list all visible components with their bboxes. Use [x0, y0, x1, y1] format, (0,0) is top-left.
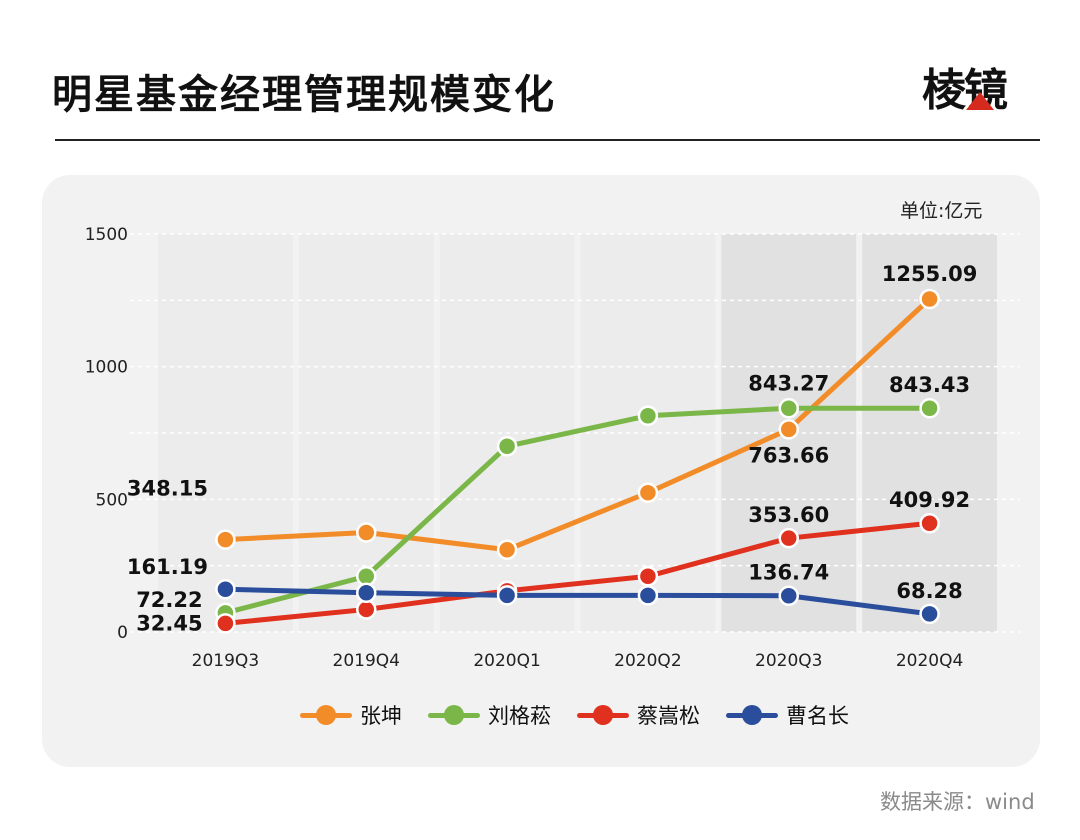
data-point-蔡嵩松 [215, 613, 236, 634]
data-label: 32.45 [136, 611, 202, 635]
series-line-刘格菘 [222, 405, 933, 616]
data-point-曹名长 [778, 585, 799, 606]
data-label: 763.66 [748, 443, 829, 467]
data-point-蔡嵩松 [778, 527, 799, 549]
legend-item: 蔡嵩松 [577, 700, 700, 730]
data-point-张坤 [778, 419, 799, 440]
data-point-曹名长 [356, 582, 377, 603]
data-label: 353.60 [748, 503, 829, 527]
data-label: 72.22 [136, 588, 202, 612]
y-tick-label: 500 [96, 490, 128, 510]
data-label: 409.92 [889, 488, 970, 512]
page-title: 明星基金经理管理规模变化 [52, 72, 556, 118]
data-point-蔡嵩松 [919, 512, 940, 534]
x-tick-label: 2019Q4 [333, 651, 400, 671]
data-point-刘格菘 [778, 398, 799, 419]
legend-label: 蔡嵩松 [637, 704, 700, 728]
title-divider [55, 139, 1040, 141]
legend-item: 张坤 [300, 700, 402, 730]
data-point-曹名长 [919, 603, 940, 625]
legend-label: 刘格菘 [488, 704, 551, 728]
brand-logo: 棱镜 [922, 52, 1032, 118]
legend-swatch [428, 705, 480, 725]
logo-triangle-icon [966, 92, 994, 110]
data-label: 843.27 [748, 371, 829, 395]
legend-swatch [577, 705, 629, 725]
legend-item: 刘格菘 [428, 700, 551, 730]
series-line-曹名长 [222, 586, 933, 617]
data-point-蔡嵩松 [356, 599, 377, 620]
x-tick-label: 2020Q4 [896, 651, 963, 671]
y-tick-label: 1500 [85, 225, 128, 245]
unit-label: 单位:亿元 [900, 200, 983, 222]
x-tick-label: 2019Q3 [192, 651, 259, 671]
data-label: 161.19 [127, 555, 208, 579]
x-tick-label: 2020Q2 [614, 651, 681, 671]
source-note: 数据来源：wind [880, 790, 1035, 814]
x-tick-label: 2020Q1 [473, 651, 540, 671]
data-label: 843.43 [889, 373, 970, 397]
data-label: 1255.09 [882, 262, 978, 286]
data-point-张坤 [496, 539, 518, 560]
data-point-蔡嵩松 [637, 566, 659, 587]
y-tick-label: 0 [117, 623, 128, 643]
legend-item: 曹名长 [726, 700, 849, 730]
legend-label: 张坤 [360, 704, 402, 728]
legend-swatch [726, 705, 778, 725]
data-point-曹名长 [637, 585, 659, 606]
data-point-刘格菘 [919, 397, 940, 419]
y-tick-label: 1000 [85, 358, 128, 378]
data-point-刘格菘 [496, 436, 518, 457]
legend-label: 曹名长 [786, 704, 849, 728]
legend-swatch [300, 705, 352, 725]
data-label: 136.74 [748, 561, 829, 585]
data-point-张坤 [356, 522, 377, 543]
logo-text: 棱镜 [922, 65, 1008, 116]
data-point-曹名长 [215, 578, 236, 600]
data-label: 348.15 [127, 477, 208, 501]
data-point-张坤 [215, 529, 236, 550]
data-point-刘格菘 [637, 405, 659, 427]
data-label: 68.28 [896, 579, 962, 603]
data-point-曹名长 [496, 585, 518, 606]
data-point-张坤 [919, 288, 940, 310]
series-line-蔡嵩松 [222, 520, 933, 626]
chart-legend: 张坤 刘格菘 蔡嵩松 曹名长 [300, 700, 849, 730]
x-tick-label: 2020Q3 [755, 651, 822, 671]
data-point-张坤 [637, 482, 659, 503]
